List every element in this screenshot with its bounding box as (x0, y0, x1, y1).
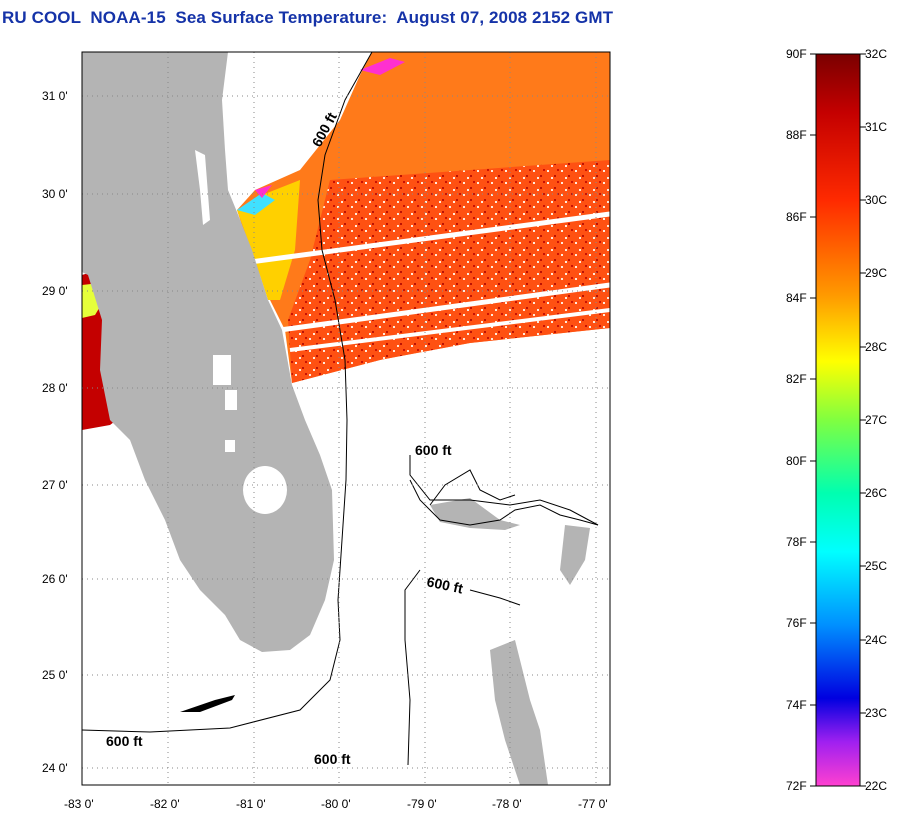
colorbar-c-label: 22C (865, 779, 887, 793)
colorbar-c-label: 31C (865, 120, 887, 134)
map-layers (82, 52, 610, 785)
y-tick-label: 25 0' (42, 668, 68, 682)
contour-600ft-east-florida (82, 52, 373, 733)
colorbar-gradient (815, 53, 861, 787)
contour-600ft-bahamas-north (409, 455, 599, 526)
colorbar-f-label: 84F (786, 291, 807, 305)
y-tick-label: 27 0' (42, 478, 68, 492)
colorbar-f-label: 82F (786, 372, 807, 386)
colorbar-c-label: 28C (865, 340, 887, 354)
colorbar-f-label: 72F (786, 779, 807, 793)
colorbar-f-label: 74F (786, 698, 807, 712)
sst-cool-coastal-strip (237, 193, 275, 215)
y-tick-label: 31 0' (42, 89, 68, 103)
sst-hot-band (288, 160, 610, 383)
colorbar-c-label: 24C (865, 633, 887, 647)
contour-label: 600 ft (314, 751, 351, 767)
colorbar-c-label: 32C (865, 47, 887, 61)
x-tick-label: -79 0' (407, 797, 437, 811)
colorbar-c-label: 26C (865, 486, 887, 500)
x-tick-label: -81 0' (236, 797, 266, 811)
contour-label: 600 ft (106, 733, 143, 749)
x-tick-label: -83 0' (64, 797, 94, 811)
colorbar-f-label: 80F (786, 454, 807, 468)
colorbar-f-label: 78F (786, 535, 807, 549)
map-frame (81, 51, 611, 786)
contour-label: 600 ft (425, 573, 464, 596)
andros-island (490, 640, 548, 785)
florida-keys (180, 695, 235, 712)
colorbar-c-label: 29C (865, 266, 887, 280)
contour-label: 600 ft (415, 442, 452, 458)
colorbar-celsius-ticks (860, 53, 866, 787)
bahamas-coastline (409, 469, 599, 526)
colorbar: 90F 88F 86F 84F 82F 80F 78F 76F 74F 72F … (786, 47, 887, 793)
inland-lake-3 (225, 440, 235, 452)
coastal-lagoon (195, 150, 210, 225)
cloud-streak-2 (279, 282, 610, 333)
x-tick-label: -80 0' (321, 797, 351, 811)
grand-bahama-bank (430, 498, 520, 530)
y-tick-label: 30 0' (42, 187, 68, 201)
abaco-island (560, 525, 590, 585)
cloud-streak-1 (249, 211, 610, 265)
x-axis: -83 0' -82 0' -81 0' -80 0' -79 0' -78 0… (64, 797, 608, 811)
x-tick-label: -78 0' (492, 797, 522, 811)
colorbar-fahrenheit-ticks (810, 53, 816, 787)
y-tick-label: 28 0' (42, 381, 68, 395)
lake-okeechobee (243, 466, 287, 514)
colorbar-c-label: 27C (865, 413, 887, 427)
cloud-streak-3 (289, 308, 610, 352)
inland-lake-2 (225, 390, 237, 410)
colorbar-c-label: 30C (865, 193, 887, 207)
contour-600ft-bahamas-south (404, 569, 421, 766)
x-tick-label: -77 0' (578, 797, 608, 811)
y-tick-label: 26 0' (42, 572, 68, 586)
colorbar-c-label: 25C (865, 559, 887, 573)
colorbar-f-label: 86F (786, 210, 807, 224)
y-axis: 31 0' 30 0' 29 0' 28 0' 27 0' 26 0' 25 0… (42, 89, 68, 775)
contour-600ft-south (469, 589, 521, 606)
colorbar-f-label: 76F (786, 616, 807, 630)
colorbar-f-label: 90F (786, 47, 807, 61)
inland-lake-1 (213, 355, 231, 385)
colorbar-f-label: 88F (786, 128, 807, 142)
colorbar-c-label: 23C (865, 706, 887, 720)
map-title: RU COOL NOAA-15 Sea Surface Temperature:… (2, 8, 614, 27)
y-tick-label: 24 0' (42, 761, 68, 775)
gridlines (82, 52, 610, 785)
y-tick-label: 29 0' (42, 284, 68, 298)
x-tick-label: -82 0' (150, 797, 180, 811)
